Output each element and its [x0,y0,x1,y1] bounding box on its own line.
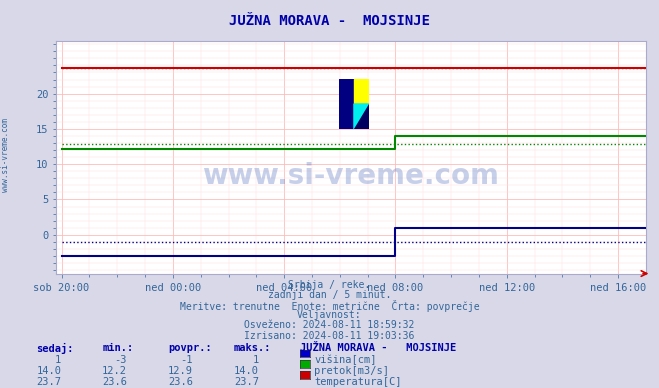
Text: višina[cm]: višina[cm] [314,355,377,365]
Text: Veljavnost:: Veljavnost: [297,310,362,320]
Text: 14.0: 14.0 [234,366,259,376]
Text: 23.7: 23.7 [234,377,259,387]
Text: www.si-vreme.com: www.si-vreme.com [202,162,500,190]
Text: pretok[m3/s]: pretok[m3/s] [314,366,389,376]
Text: 23.6: 23.6 [168,377,193,387]
Text: zadnji dan / 5 minut.: zadnji dan / 5 minut. [268,290,391,300]
Text: 23.7: 23.7 [36,377,61,387]
Text: maks.:: maks.: [234,343,272,353]
Text: 23.6: 23.6 [102,377,127,387]
Text: JUŽNA MORAVA -  MOJSINJE: JUŽNA MORAVA - MOJSINJE [229,14,430,28]
Text: 12.2: 12.2 [102,366,127,376]
Text: Izrisano: 2024-08-11 19:03:36: Izrisano: 2024-08-11 19:03:36 [244,331,415,341]
Polygon shape [339,79,354,129]
Text: povpr.:: povpr.: [168,343,212,353]
Text: Srbija / reke.: Srbija / reke. [289,280,370,290]
Text: Meritve: trenutne  Enote: metrične  Črta: povprečje: Meritve: trenutne Enote: metrične Črta: … [180,300,479,312]
Text: 14.0: 14.0 [36,366,61,376]
Polygon shape [354,104,369,129]
Text: sedaj:: sedaj: [36,343,74,354]
Text: 1: 1 [55,355,61,365]
Text: temperatura[C]: temperatura[C] [314,377,402,387]
Text: JUŽNA MORAVA -   MOJSINJE: JUŽNA MORAVA - MOJSINJE [300,343,456,353]
Text: 1: 1 [253,355,259,365]
Text: -1: -1 [181,355,193,365]
Text: www.si-vreme.com: www.si-vreme.com [1,118,10,192]
Text: Osveženo: 2024-08-11 18:59:32: Osveženo: 2024-08-11 18:59:32 [244,320,415,331]
Polygon shape [354,104,369,129]
Text: min.:: min.: [102,343,133,353]
Text: -3: -3 [115,355,127,365]
Text: 12.9: 12.9 [168,366,193,376]
Polygon shape [354,79,369,104]
